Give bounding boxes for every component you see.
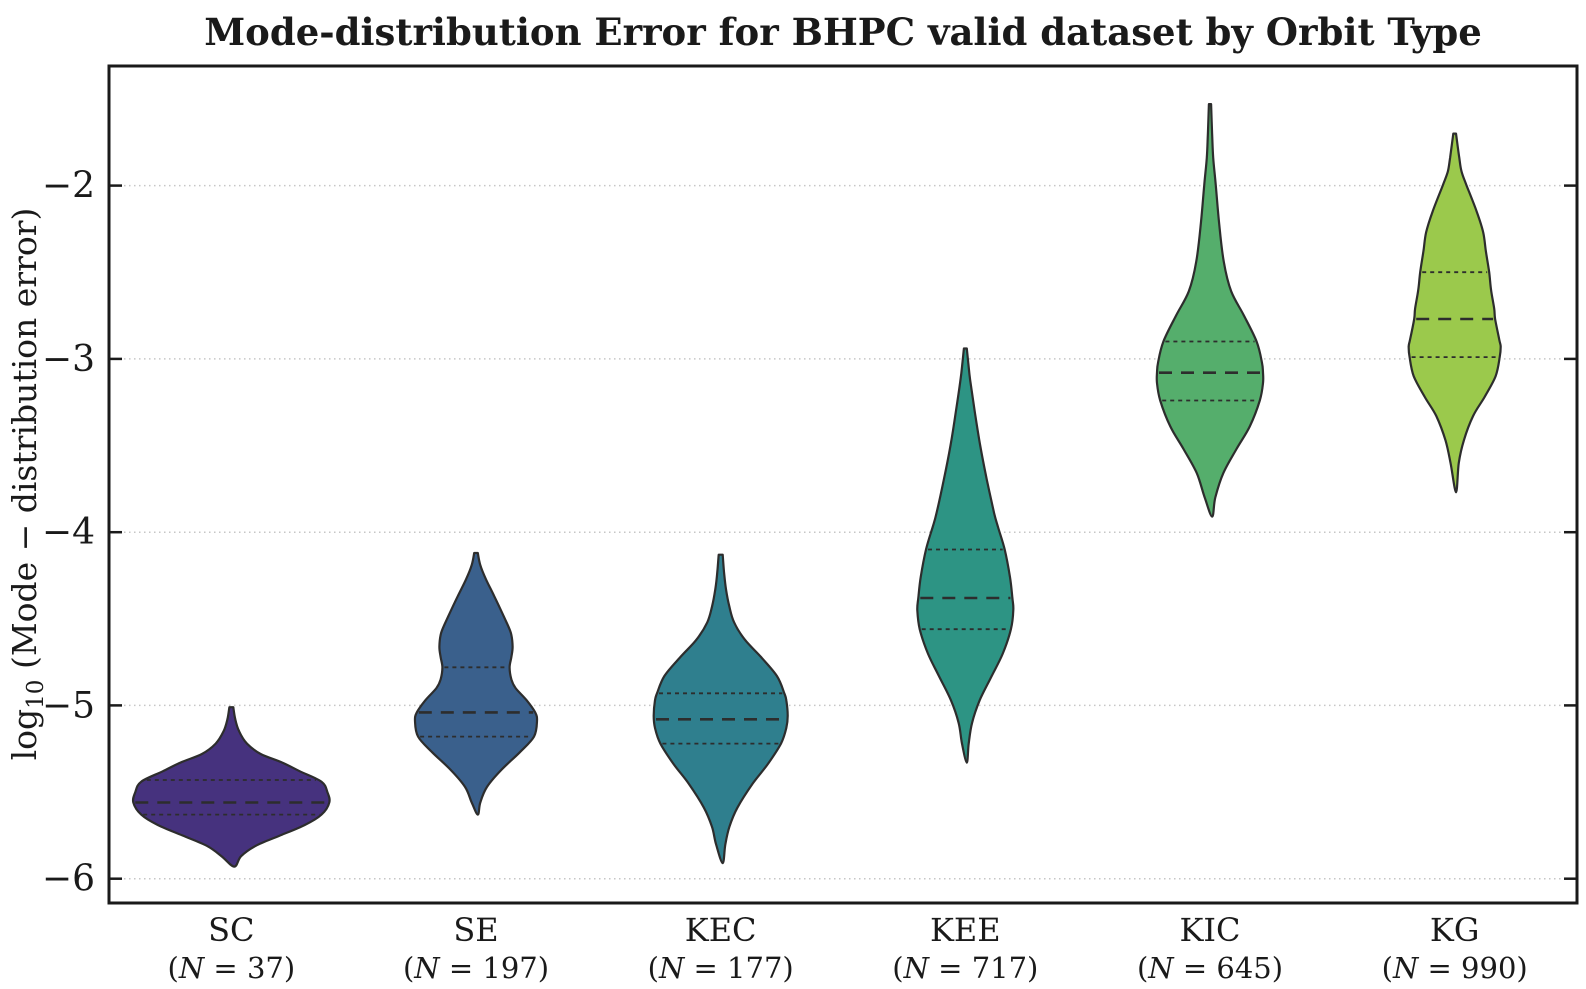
x-tick-label-kg: KG [1430,911,1479,949]
x-tick-label-sc: SC [208,911,254,949]
violin-kg [1407,132,1502,494]
x-tick-label-se: SE [453,911,498,949]
violin-sc [131,706,331,868]
plot-frame [107,64,1579,905]
y-tick-label: −3 [42,339,95,380]
violin-kee [916,347,1015,764]
x-tick-sublabel-kg: (N = 990) [1382,951,1528,985]
gridlines [109,184,1577,880]
y-tick-labels: −2 −3 −4 −5 −6 [42,166,95,900]
y-tick-label: −4 [42,512,95,553]
x-tick-label-kec: KEC [685,911,757,949]
y-tick-label: −2 [42,166,95,207]
y-tick-label: −5 [42,685,95,726]
violin-kec [652,553,789,865]
y-axis-label: log10 (Mode − distribution error) [5,208,49,761]
y-tick-label: −6 [42,859,95,900]
x-tick-sublabel-se: (N = 197) [403,951,549,985]
x-tick-sublabel-kee: (N = 717) [892,951,1038,985]
violin-se [413,551,539,816]
x-tick-labels: SC(N = 37)SE(N = 197)KEC(N = 177)KEE(N =… [168,911,1528,985]
chart-title: Mode-distribution Error for BHPC valid d… [204,10,1482,54]
axis-ticks [109,184,1577,880]
x-tick-sublabel-sc: (N = 37) [168,951,296,985]
violins [131,103,1502,868]
x-tick-sublabel-kec: (N = 177) [648,951,794,985]
x-tick-sublabel-kic: (N = 645) [1137,951,1283,985]
x-tick-label-kee: KEE [930,911,1001,949]
violin-kic [1155,103,1265,518]
x-tick-label-kic: KIC [1179,911,1240,949]
